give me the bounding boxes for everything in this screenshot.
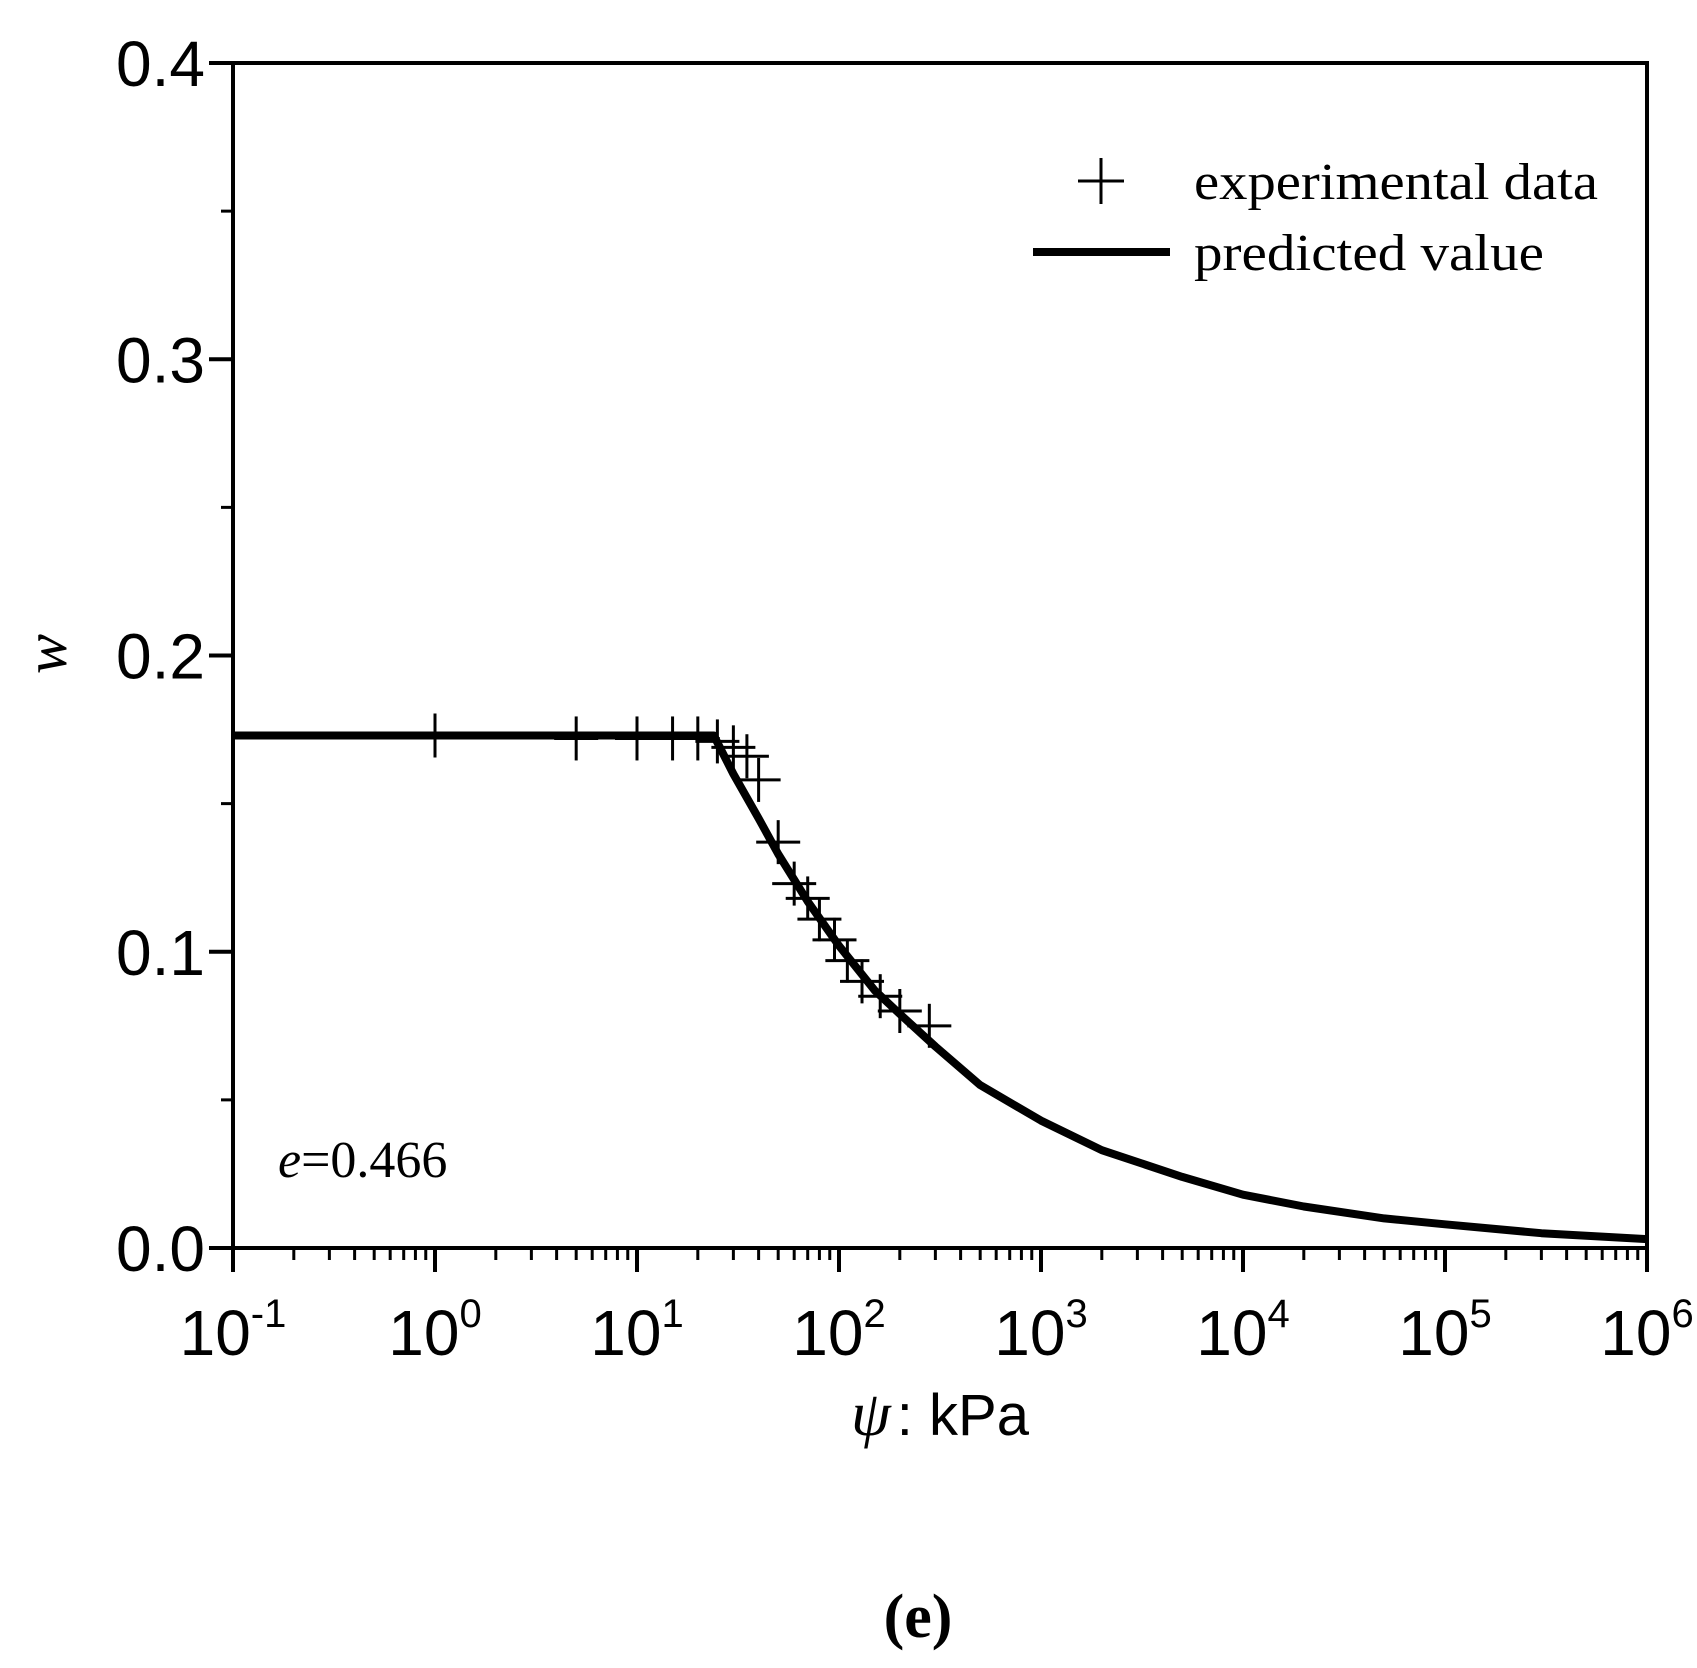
x-tick-label: 104 xyxy=(1196,1292,1289,1369)
annotation-symbol: e xyxy=(278,1132,301,1189)
experimental-data-point xyxy=(724,734,769,779)
x-tick-label: 106 xyxy=(1600,1292,1693,1369)
experimental-data-point xyxy=(812,917,857,962)
legend: experimental data predicted value xyxy=(1033,154,1598,282)
y-axis-label: w xyxy=(13,634,79,674)
plot-frame xyxy=(231,61,1649,1250)
experimental-data-point xyxy=(675,716,720,761)
legend-marker-experimental xyxy=(1078,158,1124,204)
x-tick-label: 101 xyxy=(590,1292,683,1369)
y-tick-label: 0.2 xyxy=(116,621,205,693)
series-layer xyxy=(233,713,1648,1244)
major-ticks xyxy=(209,61,1649,1272)
experimental-data-point xyxy=(907,1003,952,1048)
experimental-data-point xyxy=(877,989,922,1033)
x-tick-label: 102 xyxy=(792,1292,885,1369)
annotation-value: =0.466 xyxy=(301,1132,447,1189)
panel-label: (e) xyxy=(884,1583,953,1651)
y-tick-label: 0.4 xyxy=(116,28,205,100)
x-tick-label: 105 xyxy=(1398,1292,1491,1369)
x-tick-label: 100 xyxy=(388,1292,481,1369)
experimental-data-point xyxy=(756,820,801,865)
experimental-data-point xyxy=(736,757,781,802)
x-axis-unit: : kPa xyxy=(897,1383,1030,1448)
predicted-value-line xyxy=(233,731,1648,1244)
y-tick-label: 0.3 xyxy=(116,324,205,396)
y-tick-label: 0.1 xyxy=(116,917,205,989)
x-axis-symbol: ψ xyxy=(851,1378,892,1449)
x-tick-label: 103 xyxy=(994,1292,1087,1369)
y-tick-label: 0.0 xyxy=(116,1213,205,1285)
x-tick-label: 10-1 xyxy=(180,1292,287,1369)
annotation-void-ratio: e=0.466 xyxy=(278,1132,447,1189)
legend-label-experimental: experimental data xyxy=(1194,154,1598,211)
experimental-data-point xyxy=(413,713,457,758)
legend-label-predicted: predicted value xyxy=(1194,225,1544,282)
x-axis-label: ψ: kPa xyxy=(851,1378,1030,1449)
experimental-data-point xyxy=(554,716,599,761)
tick-labels: 10-1 100 101 102 103 104 105 106 0.0 0.1 0.2 0.3 0.4 xyxy=(116,28,1694,1369)
experimental-data-point xyxy=(785,876,830,921)
